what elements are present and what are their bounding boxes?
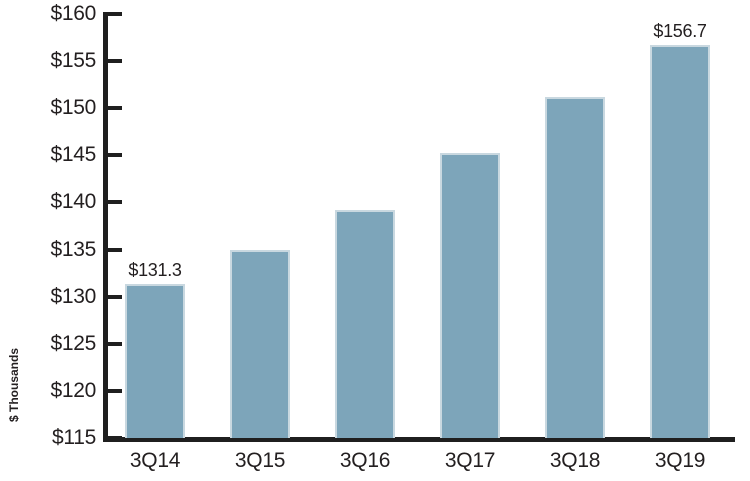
bar-3Q15: [230, 249, 290, 438]
y-tick-mark: [107, 341, 122, 346]
y-tick-label: $140: [50, 190, 96, 214]
y-tick-label: $125: [50, 331, 96, 355]
y-tick-label: $160: [50, 2, 96, 25]
bar-3Q14: [125, 284, 185, 438]
y-tick-label: $120: [50, 378, 96, 402]
y-tick-label: $135: [50, 237, 96, 261]
y-tick-mark: [107, 153, 122, 158]
y-tick-mark: [107, 200, 122, 205]
y-tick-mark: [107, 59, 122, 64]
x-axis-line: [103, 437, 735, 442]
y-tick-mark: [107, 12, 122, 16]
x-tick-label: 3Q14: [129, 449, 181, 472]
bar-3Q18: [545, 96, 605, 438]
bar-value-label: $156.7: [653, 21, 707, 42]
y-tick-mark: [107, 436, 122, 440]
y-tick-label: $150: [50, 96, 96, 120]
y-tick-label: $145: [50, 143, 96, 167]
y-tick-mark: [107, 106, 122, 111]
x-tick-label: 3Q15: [234, 449, 286, 472]
y-tick-mark: [107, 388, 122, 393]
x-tick-label: 3Q17: [444, 449, 496, 472]
y-axis-line: [103, 12, 108, 442]
x-tick-label: 3Q18: [549, 449, 601, 472]
x-tick-label: 3Q19: [654, 449, 706, 472]
y-tick-mark: [107, 294, 122, 299]
y-tick-mark: [107, 247, 122, 252]
x-tick-label: 3Q16: [339, 449, 391, 472]
bar-3Q19: [650, 45, 710, 438]
bar-3Q16: [335, 209, 395, 438]
y-tick-label: $155: [50, 49, 96, 73]
bar-3Q17: [440, 153, 500, 438]
y-tick-label: $130: [50, 284, 96, 308]
y-tick-label: $115: [52, 426, 96, 449]
bar-value-label: $131.3: [128, 260, 182, 281]
